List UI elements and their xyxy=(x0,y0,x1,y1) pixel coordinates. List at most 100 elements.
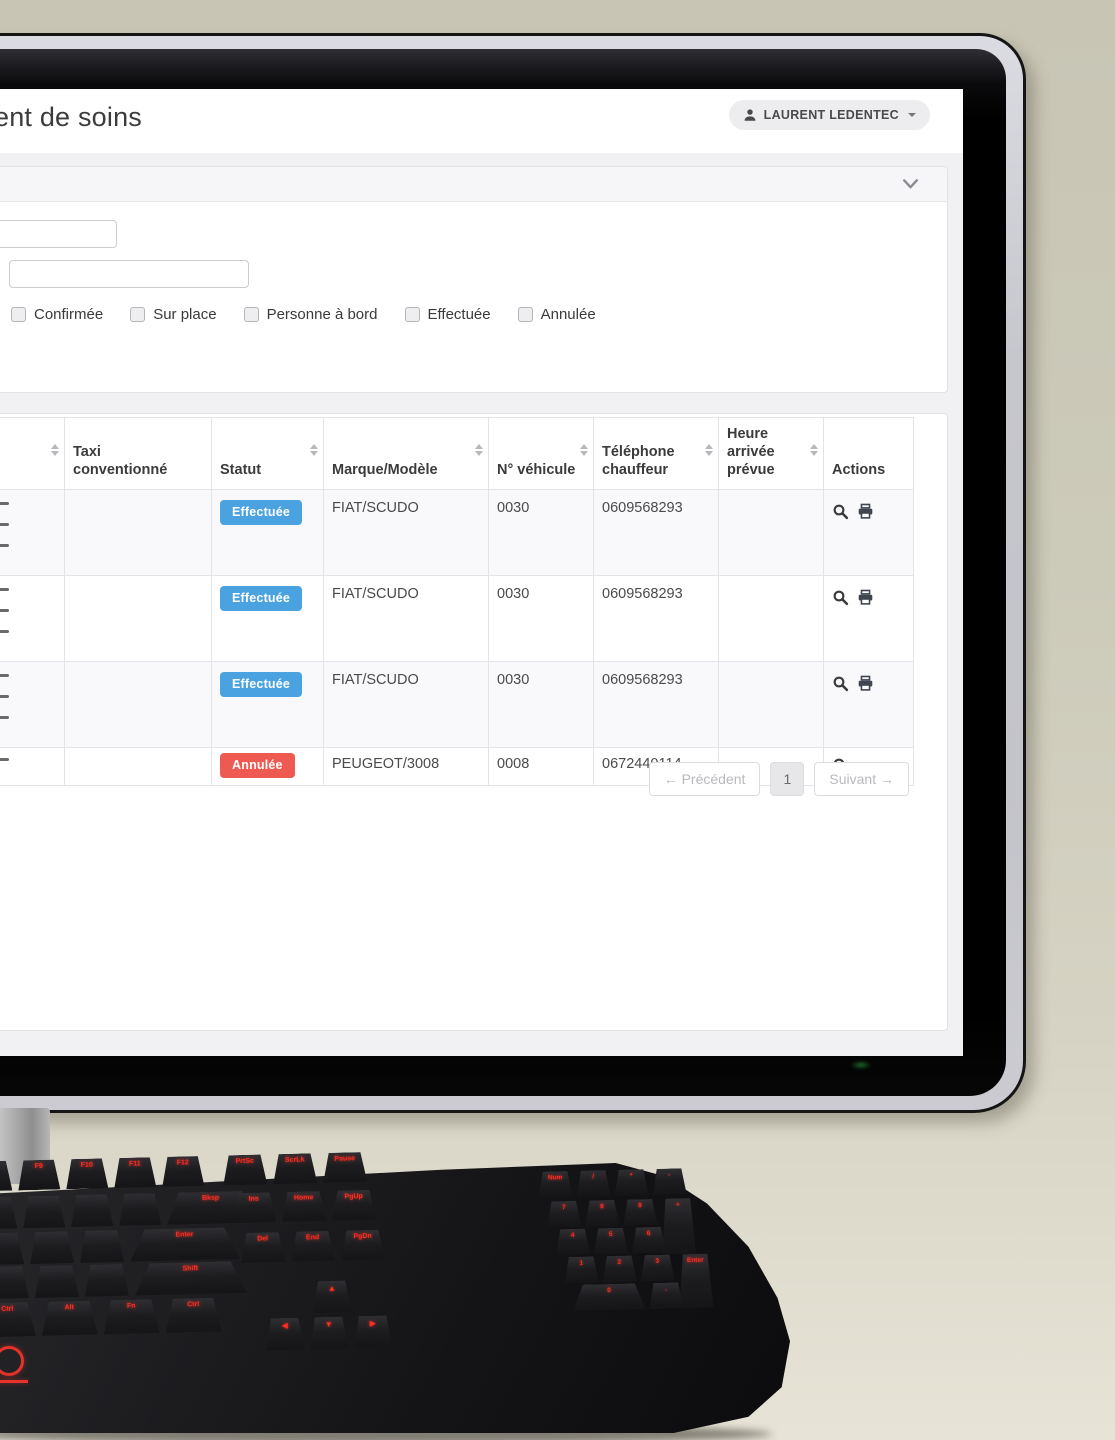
keyboard-key: Home xyxy=(281,1191,326,1222)
keyboard-key xyxy=(0,1232,24,1265)
search-icon[interactable] xyxy=(832,675,849,692)
filter-input-1[interactable] xyxy=(0,220,117,248)
keyboard-key: Shift xyxy=(134,1261,247,1296)
nav-key-row: Del End PgDn xyxy=(240,1230,385,1264)
sort-icon[interactable] xyxy=(475,444,483,456)
cell-statut: Effectuée xyxy=(211,489,324,576)
cell-marque: FIAT/SCUDO xyxy=(323,575,489,662)
sort-icon[interactable] xyxy=(705,444,713,456)
keyboard-key: Num xyxy=(538,1171,573,1198)
key-row: Bksp xyxy=(0,1191,255,1230)
keyboard-key: F12 xyxy=(162,1156,205,1187)
checkbox-annulee: Annulée xyxy=(517,306,596,323)
filter-panel-heading xyxy=(0,167,947,202)
keyboard-key: Pause xyxy=(323,1152,368,1183)
cell-heure xyxy=(718,489,824,576)
table-row: Effectuée FIAT/SCUDO 0030 0609568293 xyxy=(0,661,914,748)
sort-icon[interactable] xyxy=(51,444,59,456)
keyboard-key: 7 xyxy=(547,1201,582,1228)
keyboard-key: Ins xyxy=(232,1192,277,1223)
keyboard-key xyxy=(0,1266,29,1299)
keyboard-key: End xyxy=(290,1231,335,1262)
cell-taxi xyxy=(64,661,212,748)
key-row: Shift xyxy=(0,1261,247,1299)
checkbox-annulee-box[interactable] xyxy=(517,307,533,322)
numpad-row: 1 2 3 xyxy=(564,1254,675,1283)
numpad-plus-key: + xyxy=(661,1198,696,1255)
status-badge: Effectuée xyxy=(220,672,303,697)
checkbox-effectuee: Effectuée xyxy=(404,306,491,323)
print-icon[interactable] xyxy=(857,589,874,606)
keyboard-key: PgUp xyxy=(331,1190,376,1221)
keyboard-keys: F9 F10 F11 F12 Bksp Enter xyxy=(0,1135,774,1425)
filter-panel-body: Confirmée Sur place Personne à bord xyxy=(0,202,947,394)
pagination-page-1[interactable]: 1 xyxy=(770,762,805,796)
sort-icon[interactable] xyxy=(310,444,318,456)
sort-icon[interactable] xyxy=(810,444,818,456)
cell-taxi xyxy=(64,489,212,576)
cell-actions xyxy=(823,575,914,662)
pagination-next-button[interactable]: Suivant → xyxy=(814,762,909,796)
keyboard-key: 6 xyxy=(631,1227,666,1254)
app-header: ent de soins LAURENT LEDENTEC xyxy=(0,89,963,153)
filter-panel: Confirmée Sur place Personne à bord xyxy=(0,166,948,393)
keyboard-key: Ctrl xyxy=(165,1298,222,1333)
keyboard-key xyxy=(23,1195,66,1228)
keyboard-key: / xyxy=(576,1170,611,1197)
col-header-telephone-chauffeur[interactable]: Téléphone chauffeur xyxy=(593,417,719,490)
table-header-row: om Taxi conventionné Statut Marque/Modèl… xyxy=(0,417,914,490)
caret-down-icon xyxy=(908,113,916,117)
checkbox-personne-a-bord-box[interactable] xyxy=(243,307,259,322)
numpad-row: Num / * - xyxy=(538,1168,687,1198)
col-header-marque-modele[interactable]: Marque/Modèle xyxy=(323,417,489,490)
pagination: ← Précédent 1 Suivant → xyxy=(648,762,909,796)
keyboard-brand-logo-icon xyxy=(0,1346,24,1376)
table-row: Effectuée FIAT/SCUDO 0030 0609568293 xyxy=(0,489,914,576)
search-icon[interactable] xyxy=(832,589,849,606)
bottom-key-row: Ctrl Alt Fn Ctrl xyxy=(0,1298,222,1338)
truncated-text xyxy=(0,502,56,547)
col-header-heure-arrivee[interactable]: Heure arrivée prévue xyxy=(718,417,824,490)
function-key-row: F9 F10 F11 F12 xyxy=(0,1156,204,1192)
arrow-down-key: ▼ xyxy=(310,1316,349,1349)
sort-icon[interactable] xyxy=(580,444,588,456)
checkbox-sur-place-box[interactable] xyxy=(130,307,146,322)
keyboard-key: 5 xyxy=(593,1228,628,1255)
keyboard-key xyxy=(0,1196,17,1229)
col-header-nom[interactable]: om xyxy=(0,417,65,490)
arrow-left-key: ◀ xyxy=(266,1318,305,1351)
search-icon[interactable] xyxy=(832,503,849,520)
keyboard-key: PrtSc xyxy=(223,1154,268,1185)
keyboard-key: Enter xyxy=(129,1227,240,1262)
table-row: Effectuée FIAT/SCUDO 0030 0609568293 xyxy=(0,575,914,662)
checkbox-sur-place-label: Sur place xyxy=(153,306,217,323)
keyboard-key: 3 xyxy=(640,1254,675,1281)
checkbox-personne-a-bord-label: Personne à bord xyxy=(266,306,378,323)
screen: ent de soins LAURENT LEDENTEC xyxy=(0,89,963,1056)
cell-statut: Effectuée xyxy=(211,575,324,662)
transport-table: om Taxi conventionné Statut Marque/Modèl… xyxy=(0,417,914,786)
cell-marque: FIAT/SCUDO xyxy=(323,661,489,748)
print-icon[interactable] xyxy=(857,503,874,520)
keyboard-key: * xyxy=(614,1169,649,1196)
keyboard-key xyxy=(70,1194,113,1227)
chevron-down-icon[interactable] xyxy=(902,176,919,196)
numpad-row: 7 8 9 xyxy=(547,1199,658,1228)
pagination-previous-button[interactable]: ← Précédent xyxy=(648,762,761,796)
cell-vehicule: 0030 xyxy=(488,575,594,662)
keyboard-key xyxy=(29,1231,74,1264)
status-badge: Annulée xyxy=(220,753,295,778)
keyboard-key xyxy=(118,1193,161,1226)
nav-key-row: Ins Home PgUp xyxy=(232,1190,377,1224)
checkbox-confirmee-box[interactable] xyxy=(11,307,26,322)
filter-input-2[interactable] xyxy=(9,260,249,288)
user-menu-button[interactable]: LAURENT LEDENTEC xyxy=(728,100,930,130)
keyboard-key xyxy=(84,1264,129,1297)
print-icon[interactable] xyxy=(857,675,874,692)
status-badge: Effectuée xyxy=(220,586,303,611)
cell-actions xyxy=(823,661,914,748)
checkbox-effectuee-box[interactable] xyxy=(404,307,420,322)
cell-statut: Effectuée xyxy=(211,661,324,748)
col-header-numero-vehicule[interactable]: N° véhicule xyxy=(488,417,594,490)
col-header-statut[interactable]: Statut xyxy=(211,417,324,490)
